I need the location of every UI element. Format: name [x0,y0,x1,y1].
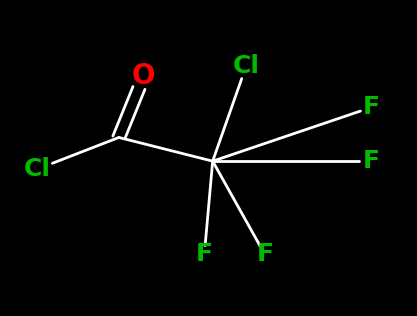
Text: F: F [363,149,379,173]
Text: F: F [363,95,379,119]
Text: Cl: Cl [24,157,51,181]
Text: Cl: Cl [233,54,259,78]
Text: O: O [132,62,156,90]
Text: F: F [196,242,213,266]
Text: F: F [256,242,273,266]
